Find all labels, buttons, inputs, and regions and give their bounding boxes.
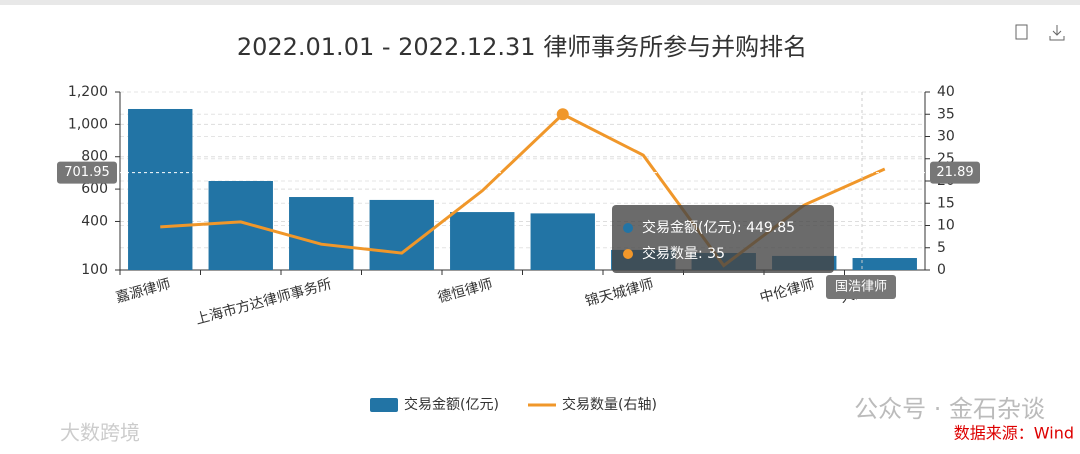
- pointer-label-bg: [57, 161, 117, 184]
- y-tick-label: 600: [81, 181, 108, 197]
- y2-tick-label: 0: [937, 262, 946, 278]
- legend-label: 交易金额(亿元): [404, 396, 499, 413]
- bar: [530, 213, 595, 270]
- x-tick-label: 锦天城律师: [583, 275, 655, 310]
- bar: [450, 212, 515, 270]
- tooltip-dot: [623, 249, 633, 259]
- bar: [128, 108, 193, 270]
- y2-tick-label: 15: [937, 195, 955, 211]
- chart-title: 2022.01.01 - 2022.12.31 律师事务所参与并购排名: [237, 33, 807, 61]
- x-tick-label: 嘉源律师: [114, 276, 172, 306]
- tooltip-dot: [623, 223, 633, 233]
- y2-tick-label: 35: [937, 106, 955, 122]
- toolbox[interactable]: [1015, 24, 1065, 41]
- x-tick-label: 德恒律师: [436, 276, 494, 306]
- bar: [208, 181, 273, 270]
- x-tick-label: 上海市方达律师事务所: [194, 275, 334, 328]
- y-tick-label: 100: [81, 262, 108, 278]
- copy-icon[interactable]: [1015, 24, 1028, 40]
- pointer-label: 国浩律师: [835, 280, 887, 295]
- y-tick-label: 400: [81, 213, 108, 229]
- bar: [289, 197, 354, 270]
- y-tick-label: 1,000: [68, 116, 108, 132]
- y2-tick-label: 5: [937, 240, 946, 256]
- pointer-label-bg: [930, 161, 980, 184]
- pointer-label-bg: [826, 275, 896, 299]
- y2-tick-label: 30: [937, 129, 955, 145]
- tooltip-bg: [612, 205, 834, 273]
- x-tick-label: 中伦律师: [758, 276, 816, 306]
- hover-point: [556, 108, 569, 121]
- pointer-label: 21.89: [936, 165, 973, 180]
- tooltip-row: 交易数量: 35: [642, 245, 725, 262]
- tooltip-row: 交易金额(亿元): 449.85: [642, 219, 795, 236]
- y-tick-label: 800: [81, 149, 108, 165]
- watermark: 大数跨境: [60, 421, 140, 445]
- download-icon[interactable]: [1049, 25, 1065, 41]
- bar: [852, 258, 917, 270]
- legend-swatch: [370, 398, 398, 412]
- source: 数据来源：Wind: [954, 424, 1074, 443]
- watermark: 公众号 · 金石杂谈: [854, 395, 1045, 423]
- pointer-label: 701.95: [64, 165, 110, 180]
- legend-label: 交易数量(右轴): [562, 396, 657, 413]
- y2-tick-label: 10: [937, 218, 955, 234]
- y2-tick-label: 40: [937, 84, 955, 100]
- y-tick-label: 1,200: [68, 84, 108, 100]
- top-bar: [0, 0, 1080, 5]
